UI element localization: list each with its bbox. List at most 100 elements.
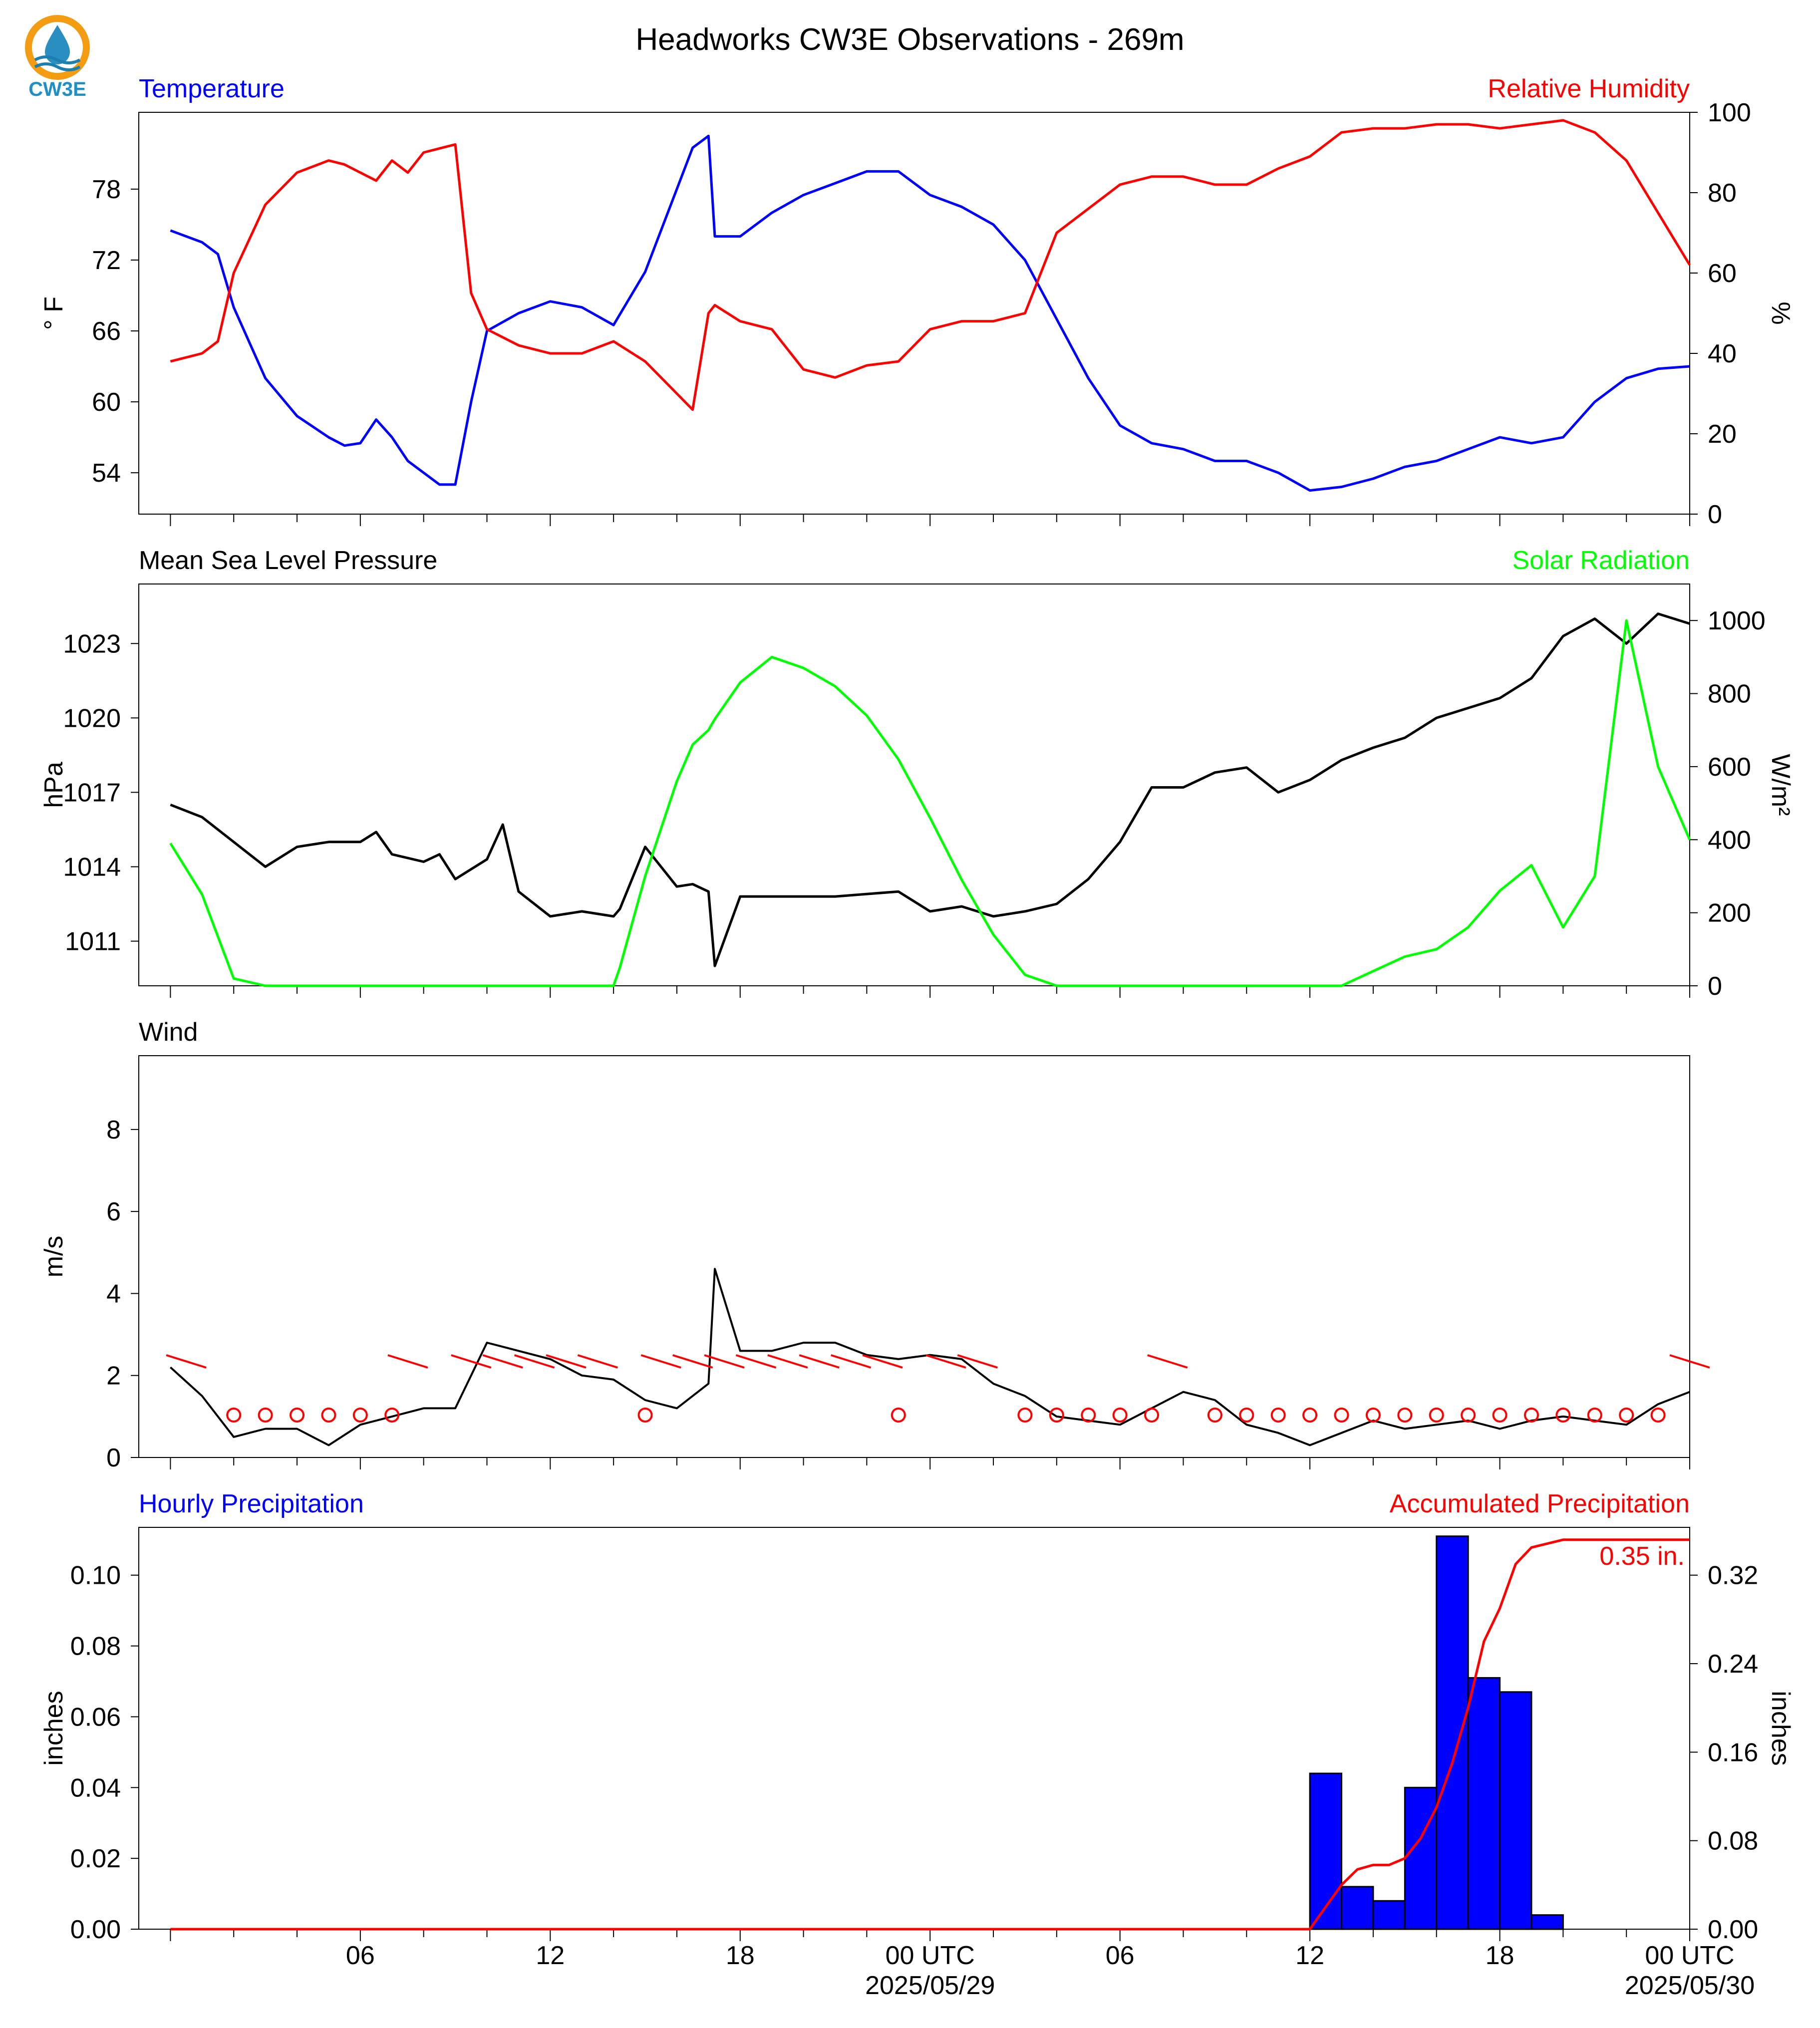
cw3e-logo: CW3E (25, 15, 90, 100)
logo-wave-icon (34, 62, 81, 71)
y-right-axis-label: % (1766, 301, 1795, 324)
precip-bar (1530, 1914, 1564, 1930)
y-left-tick-label: 8 (106, 1116, 121, 1145)
panel-left-title: Temperature (139, 74, 285, 103)
figure-title: Headworks CW3E Observations - 269m (635, 22, 1184, 57)
wind-barb-calm (290, 1408, 305, 1423)
y-right-tick-label: 400 (1708, 826, 1751, 855)
y-left-tick-label: 1023 (63, 629, 121, 658)
y-right-tick-label: 80 (1708, 179, 1737, 208)
wind-barb (957, 1354, 998, 1369)
wind-barb (387, 1354, 428, 1369)
y-left-axis-label: inches (39, 1691, 68, 1765)
y-left-tick-label: 1014 (63, 853, 121, 881)
wind-barb-calm (637, 1408, 653, 1423)
wind-barb (735, 1354, 777, 1369)
y-right-tick-label: 600 (1708, 753, 1751, 782)
accumulated-total-label: 0.35 in. (1599, 1542, 1685, 1571)
logo-ring (25, 15, 90, 80)
wind-barb (1669, 1354, 1710, 1369)
wind-barb (831, 1354, 872, 1369)
wind-barb-calm (226, 1408, 242, 1423)
y-left-tick-label: 0.00 (70, 1915, 121, 1944)
y-left-tick-label: 0.04 (70, 1773, 121, 1802)
y-right-tick-label: 0 (1708, 972, 1722, 1001)
wind-barb-calm (1239, 1408, 1254, 1423)
y-left-tick-label: 6 (106, 1197, 121, 1226)
wind-barb-calm (1461, 1408, 1476, 1423)
x-date-label: 2025/05/29 (865, 1971, 995, 2000)
x-tick-label: 18 (1486, 1941, 1515, 1970)
wind-barb (767, 1354, 808, 1369)
wind-barb (482, 1354, 523, 1369)
wind-barb (577, 1354, 618, 1369)
wind-barb-calm (1555, 1408, 1571, 1423)
wind-barb-calm (1619, 1408, 1634, 1423)
wind-barb (925, 1354, 966, 1369)
y-left-tick-label: 1020 (63, 704, 121, 733)
y-right-tick-label: 40 (1708, 339, 1737, 368)
y-left-tick-label: 1011 (65, 927, 121, 956)
precip-bar (1499, 1691, 1532, 1930)
y-right-tick-label: 800 (1708, 680, 1751, 709)
wind-barb (672, 1354, 713, 1369)
wind-barb-calm (1112, 1408, 1128, 1423)
wind-barb-calm (1081, 1408, 1096, 1423)
wind-barb-calm (1523, 1408, 1539, 1423)
x-date-label: 2025/05/30 (1625, 1971, 1755, 2000)
x-tick-label: 12 (536, 1941, 565, 1970)
x-tick-label: 12 (1295, 1941, 1324, 1970)
panels: Temperature Relative Humidity546066727802… (39, 74, 1795, 1944)
y-left-tick-label: 78 (92, 175, 121, 204)
wind-barb-calm (352, 1408, 368, 1423)
series-mean-sea-level-pressure (170, 612, 1690, 967)
y-left-tick-label: 1017 (63, 778, 121, 807)
y-left-tick-label: 0.06 (70, 1703, 121, 1732)
y-right-tick-label: 20 (1708, 420, 1737, 449)
y-left-axis-label: m/s (39, 1236, 68, 1278)
logo-wave-icon (34, 55, 81, 64)
y-left-axis-label: ° F (39, 296, 68, 330)
panel-frame (138, 1055, 1690, 1458)
y-right-tick-label: 60 (1708, 259, 1737, 288)
wind-barb-calm (1049, 1408, 1064, 1423)
wind-barb-calm (1365, 1408, 1381, 1423)
y-right-tick-label: 0.32 (1708, 1561, 1758, 1590)
y-left-tick-label: 0.08 (70, 1632, 121, 1661)
wind-barb-calm (1302, 1408, 1318, 1423)
wind-barb-calm (1492, 1408, 1508, 1423)
series-temperature (170, 134, 1690, 492)
series-wind-speed (170, 1268, 1690, 1447)
wind-barb (451, 1354, 492, 1369)
y-right-tick-label: 1000 (1708, 606, 1766, 635)
wind-barb (704, 1354, 745, 1369)
logo-drop-icon (45, 25, 70, 64)
y-left-tick-label: 66 (92, 317, 121, 346)
wind-barb (546, 1354, 587, 1369)
wind-barb-calm (1650, 1408, 1666, 1423)
y-left-tick-label: 60 (92, 388, 121, 417)
precip-bar (1436, 1535, 1469, 1930)
panel-left-title: Hourly Precipitation (139, 1489, 364, 1518)
y-left-tick-label: 0.02 (70, 1844, 121, 1873)
wind-barb-calm (384, 1408, 400, 1423)
y-left-tick-label: 0.10 (70, 1561, 121, 1590)
y-left-tick-label: 4 (106, 1279, 121, 1308)
wind-barb (640, 1354, 681, 1369)
wind-barb-calm (1144, 1408, 1160, 1423)
wind-barb (862, 1354, 903, 1369)
y-left-tick-label: 54 (92, 459, 121, 488)
panel-precipitation: Hourly Precipitation Accumulated Precipit… (39, 1489, 1795, 1944)
wind-barb (514, 1354, 555, 1369)
wind-barb-calm (258, 1408, 273, 1423)
wind-barb (166, 1354, 207, 1369)
y-right-tick-label: 0.00 (1708, 1915, 1758, 1944)
precip-bar (1404, 1786, 1438, 1930)
logo-text: CW3E (28, 78, 86, 100)
wind-barb-calm (891, 1408, 906, 1423)
panel-left-title: Mean Sea Level Pressure (139, 546, 437, 575)
wind-barb-calm (1397, 1408, 1413, 1423)
wind-barb-calm (1017, 1408, 1033, 1423)
